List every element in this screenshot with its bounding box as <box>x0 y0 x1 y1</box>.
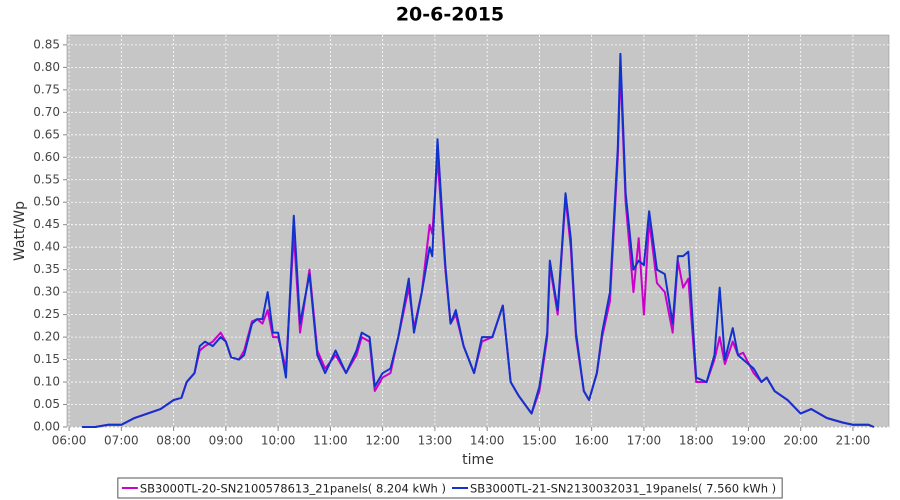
y-tick-label: 0.60 <box>33 150 60 164</box>
legend-label: SB3000TL-20-SN2100578613_21panels( 8.204… <box>140 482 446 496</box>
x-tick-label: 14:00 <box>470 434 505 448</box>
x-tick-label: 11:00 <box>313 434 348 448</box>
legend-label: SB3000TL-21-SN2130032031_19panels( 7.560… <box>470 482 776 496</box>
y-tick-label: 0.10 <box>33 375 60 389</box>
x-tick-label: 19:00 <box>731 434 766 448</box>
y-tick-label: 0.75 <box>33 82 60 96</box>
y-tick-label: 0.65 <box>33 127 60 141</box>
x-tick-label: 09:00 <box>209 434 244 448</box>
y-tick-label: 0.40 <box>33 240 60 254</box>
x-tick-label: 07:00 <box>104 434 139 448</box>
y-tick-label: 0.80 <box>33 60 60 74</box>
y-tick-label: 0.55 <box>33 172 60 186</box>
plot-area <box>66 34 890 428</box>
x-tick-label: 13:00 <box>418 434 453 448</box>
legend: SB3000TL-20-SN2100578613_21panels( 8.204… <box>117 477 783 499</box>
x-tick-label: 21:00 <box>836 434 871 448</box>
x-tick-label: 15:00 <box>522 434 557 448</box>
legend-box <box>117 477 783 499</box>
y-tick-label: 0.15 <box>33 352 60 366</box>
chart-title: 20-6-2015 <box>396 4 504 26</box>
data-line <box>82 52 875 428</box>
x-tick-label: 20:00 <box>783 434 818 448</box>
x-tick-label: 06:00 <box>52 434 87 448</box>
y-tick-label: 0.70 <box>33 105 60 119</box>
x-tick-label: 18:00 <box>679 434 714 448</box>
y-tick-label: 0.05 <box>33 397 60 411</box>
y-tick-label: 0.00 <box>33 420 60 434</box>
x-tick-label: 12:00 <box>365 434 400 448</box>
x-tick-label: 16:00 <box>574 434 609 448</box>
x-tick-label: 10:00 <box>261 434 296 448</box>
x-axis-label: time <box>462 452 494 468</box>
y-tick-label: 0.20 <box>33 330 60 344</box>
x-tick-label: 17:00 <box>627 434 662 448</box>
y-tick-label: 0.35 <box>33 262 60 276</box>
y-tick-label: 0.30 <box>33 285 60 299</box>
y-tick-label: 0.50 <box>33 195 60 209</box>
y-tick-label: 0.45 <box>33 217 60 231</box>
x-tick-label: 08:00 <box>156 434 191 448</box>
y-tick-label: 0.85 <box>33 37 60 51</box>
y-axis-label: Watt/Wp <box>12 201 28 261</box>
y-tick-label: 0.25 <box>33 307 60 321</box>
